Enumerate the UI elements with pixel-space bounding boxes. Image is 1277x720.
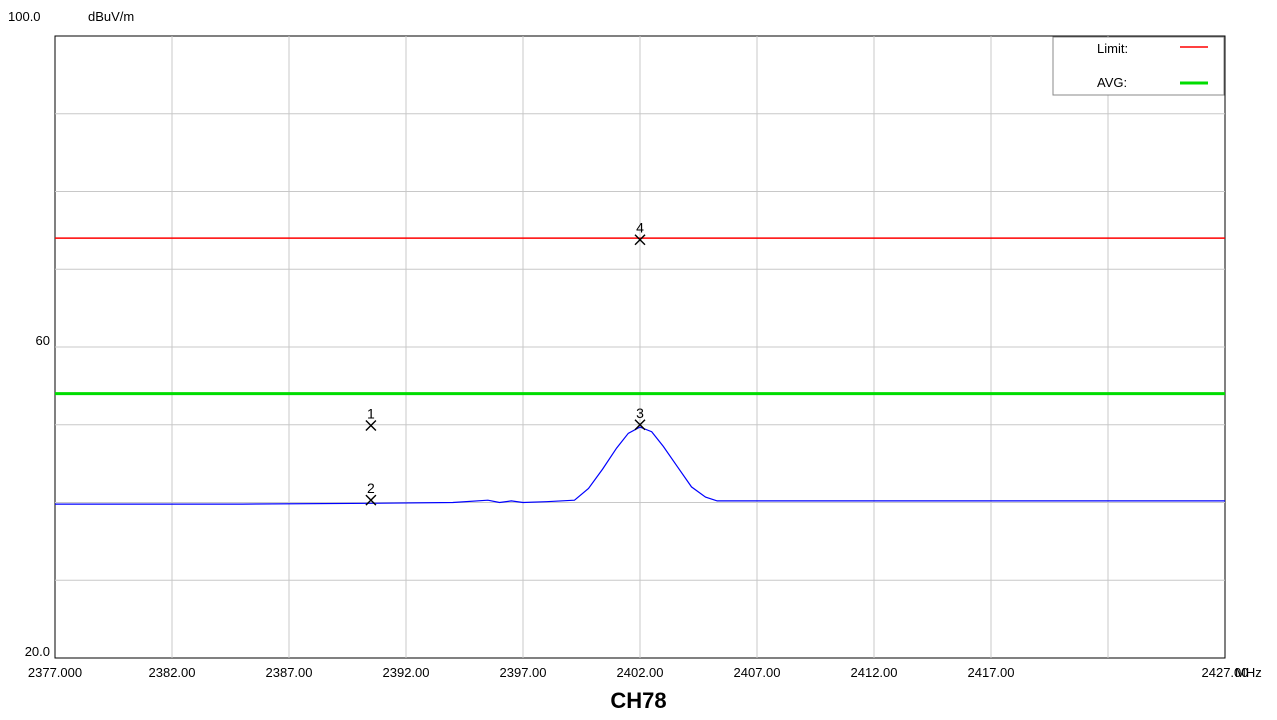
- legend-box: [1052, 36, 1225, 96]
- y-unit-label: dBuV/m: [88, 9, 134, 24]
- marker-2: 2: [365, 480, 377, 506]
- x-tick-label: 2392.00: [383, 665, 430, 680]
- x-tick-label: 2427.00: [1202, 665, 1249, 680]
- y-tick-label: 60: [36, 333, 50, 348]
- marker-3: 3: [634, 405, 646, 431]
- legend-label-limit: Limit:: [1097, 41, 1128, 56]
- marker-label: 3: [636, 405, 644, 421]
- y-tick-labels: 60 20.0: [25, 333, 50, 659]
- x-tick-label: 2397.00: [500, 665, 547, 680]
- markers: 1 2 3 4: [365, 220, 646, 506]
- grid: [55, 36, 1225, 658]
- legend: Limit: AVG:: [1052, 36, 1225, 96]
- x-tick-label: 2377.000: [28, 665, 82, 680]
- marker-4: 4: [634, 220, 646, 246]
- x-tick-label: 2402.00: [617, 665, 664, 680]
- marker-cross: [365, 420, 377, 432]
- y-top-label: 100.0: [8, 9, 41, 24]
- x-tick-label: 2417.00: [968, 665, 1015, 680]
- y-tick-label: 20.0: [25, 644, 50, 659]
- x-tick-label: 2412.00: [851, 665, 898, 680]
- x-tick-label: 2387.00: [266, 665, 313, 680]
- trace: [55, 426, 1225, 505]
- marker-cross: [634, 419, 646, 431]
- chart-caption: CH78: [610, 688, 667, 713]
- x-unit-label: MHz: [1235, 665, 1262, 680]
- marker-1: 1: [365, 406, 377, 432]
- series-trace-0: [55, 426, 1225, 505]
- x-tick-label: 2382.00: [149, 665, 196, 680]
- marker-label: 2: [367, 480, 375, 496]
- legend-label-avg: AVG:: [1097, 75, 1127, 90]
- marker-cross: [634, 234, 646, 246]
- marker-cross: [365, 494, 377, 506]
- marker-label: 1: [367, 406, 375, 422]
- x-tick-labels: 2377.000 2382.00 2387.00 2392.00 2397.00 2402…: [28, 665, 1249, 680]
- limit-lines: [55, 237, 1225, 396]
- x-tick-label: 2407.00: [734, 665, 781, 680]
- marker-label: 4: [636, 220, 644, 236]
